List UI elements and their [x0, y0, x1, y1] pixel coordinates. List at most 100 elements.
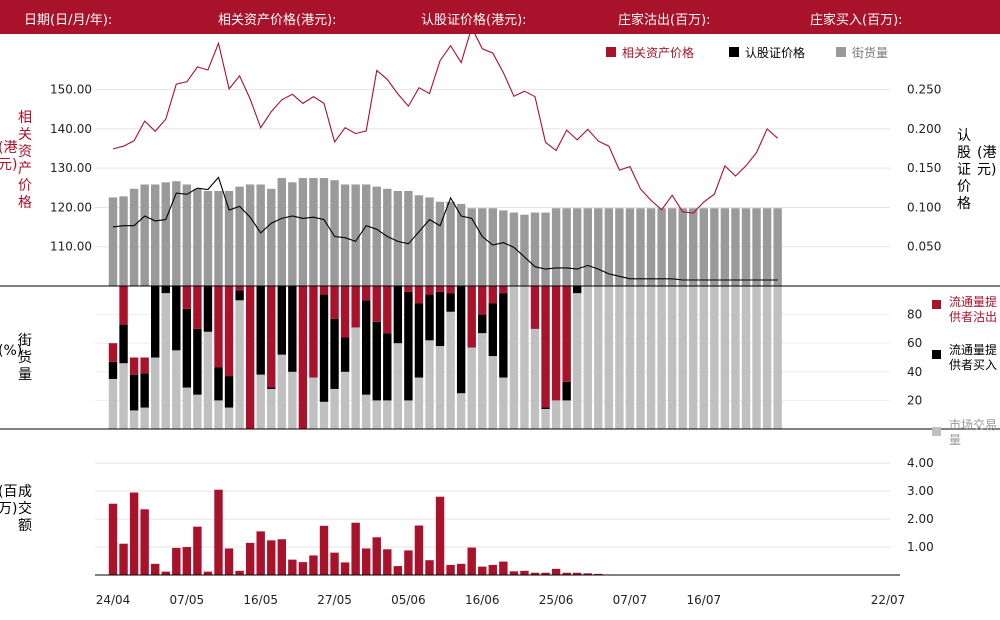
underlying-price-line	[112, 26, 779, 214]
x-axis-tick-label: 22/07	[871, 593, 906, 607]
legend-outstanding-swatch	[836, 47, 846, 57]
outstanding-bar	[678, 208, 687, 286]
outstanding-bar	[657, 208, 666, 286]
outstanding-bar	[383, 188, 392, 286]
lp-buy-bar	[414, 303, 424, 378]
lp-buy-bar	[404, 291, 413, 401]
outstanding-bar	[762, 208, 772, 286]
outstanding-bar	[362, 184, 371, 286]
outstanding-bar	[752, 208, 761, 286]
lp-buy-bar	[288, 286, 297, 372]
market-volume-bar	[414, 377, 424, 429]
legend-outstanding-label: 街货量	[852, 46, 889, 60]
lp-buy-bar	[119, 324, 128, 364]
right-axis-tick-label: 0.250	[907, 83, 941, 97]
outstanding-bar	[488, 208, 497, 286]
market-volume-bar	[720, 286, 730, 429]
lp-sell-bar	[340, 286, 350, 338]
turnover-bar	[330, 552, 339, 575]
turnover-bar	[573, 572, 582, 575]
market-volume-bar	[636, 286, 645, 429]
legend-warrant-label: 认股证价格	[745, 46, 806, 60]
outstanding-bar	[203, 190, 213, 286]
legend-underlying-swatch	[606, 47, 616, 57]
lp-buy-bar	[456, 286, 466, 394]
outstanding-bar	[583, 208, 592, 286]
lp-sell-bar	[351, 286, 360, 328]
mid-left-axis-unit: (%)	[0, 343, 23, 359]
legend-market-label: 市场交易量	[949, 418, 998, 447]
outstanding-bar	[340, 184, 350, 286]
lp-buy-bar	[129, 374, 139, 411]
x-axis-tick-label: 16/06	[465, 593, 500, 607]
outstanding-bar	[646, 208, 656, 286]
lp-buy-bar	[541, 407, 550, 409]
outstanding-bar	[499, 210, 508, 286]
outstanding-bar	[256, 184, 265, 286]
outstanding-bar	[245, 184, 255, 286]
lp-buy-bar	[267, 387, 276, 389]
right-axis-tick-label: 0.100	[907, 200, 941, 214]
outstanding-bar	[119, 196, 128, 286]
lp-sell-bar	[562, 286, 571, 382]
market-volume-bar	[372, 400, 381, 429]
lp-buy-bar	[108, 361, 118, 379]
outstanding-bar	[277, 178, 286, 286]
outstanding-bar	[214, 190, 223, 286]
outstanding-bar	[108, 197, 118, 286]
outstanding-bar	[172, 181, 181, 286]
lp-sell-bar	[319, 286, 329, 295]
warrant-price-line	[112, 176, 778, 281]
market-volume-bar	[224, 407, 234, 429]
lp-buy-bar	[161, 286, 170, 294]
lp-sell-bar	[182, 286, 192, 309]
market-volume-bar	[667, 286, 677, 429]
market-volume-bar	[172, 350, 181, 429]
lp-sell-bar	[372, 286, 381, 322]
right-axis-tick-label: 0.050	[907, 240, 941, 254]
outstanding-bar	[319, 178, 329, 286]
turnover-bar	[108, 503, 118, 575]
turnover-bar	[172, 547, 181, 575]
market-volume-bar	[551, 400, 561, 429]
market-volume-bar	[446, 311, 455, 429]
lp-sell-bar	[140, 357, 149, 374]
outstanding-bar	[604, 208, 614, 286]
lp-buy-bar	[446, 293, 455, 312]
outstanding-bar	[573, 208, 582, 286]
turnover-bar	[393, 566, 403, 575]
market-volume-bar	[752, 286, 761, 429]
market-volume-bar	[362, 394, 371, 429]
market-volume-bar	[235, 300, 244, 429]
turnover-bar	[319, 525, 329, 575]
date-label: 日期(日/月/年):	[24, 13, 113, 28]
bottom-left-axis-title-text: 成交额	[18, 484, 32, 534]
outstanding-bar	[541, 212, 550, 286]
turnover-bar	[509, 571, 519, 575]
outstanding-bar	[224, 190, 234, 286]
outstanding-bar	[267, 188, 276, 286]
lp-sell-bar	[129, 357, 139, 375]
turnover-bar	[404, 550, 413, 575]
lp-sell-bar	[541, 286, 550, 408]
outstanding-bar	[625, 208, 635, 286]
middle-axis-tick-label: 20	[907, 393, 922, 407]
outstanding-bar	[393, 190, 403, 286]
outstanding-bar	[720, 208, 730, 286]
left-axis-tick-label: 110.00	[50, 240, 92, 254]
outstanding-bar	[689, 208, 698, 286]
turnover-bar	[383, 549, 392, 575]
outstanding-bar	[456, 203, 466, 286]
lp-sell-bar	[404, 286, 413, 292]
outstanding-bar	[151, 184, 160, 286]
turnover-bar	[594, 573, 603, 575]
turnover-bar	[583, 573, 592, 575]
outstanding-bar	[404, 190, 413, 286]
outstanding-bar	[562, 208, 571, 286]
market-volume-bar	[583, 286, 592, 429]
lp-sell-bar	[488, 286, 497, 304]
lp-buy-bar	[435, 291, 445, 347]
market-volume-bar	[562, 400, 571, 429]
outstanding-bar	[435, 201, 445, 286]
